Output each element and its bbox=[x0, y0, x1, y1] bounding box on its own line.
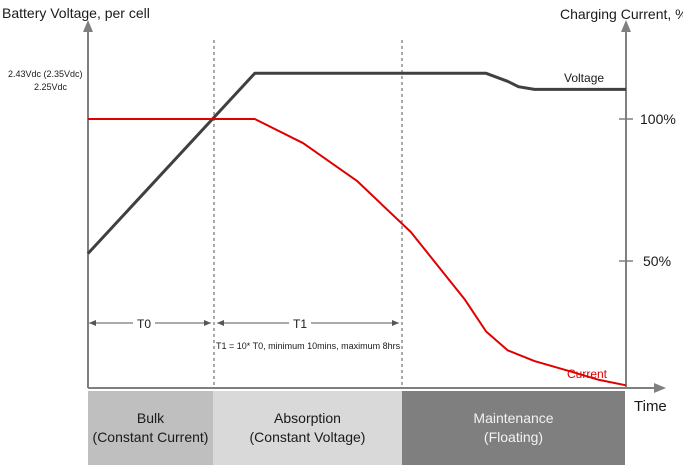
stage-absorption-subtitle: (Constant Voltage) bbox=[249, 429, 366, 445]
t0-label: T0 bbox=[137, 317, 151, 331]
x-axis-title: Time bbox=[634, 398, 667, 415]
stage-maintenance: Maintenance (Floating) bbox=[402, 391, 625, 465]
voltage-tick-label: 2.25Vdc bbox=[34, 82, 68, 92]
voltage-series-line bbox=[86, 71, 626, 255]
right-axis-title: Charging Current, % bbox=[560, 6, 683, 22]
t1-label: T1 bbox=[293, 317, 307, 331]
x-axis-arrow bbox=[654, 383, 666, 393]
voltage-series-label: Voltage bbox=[564, 71, 604, 85]
right-y-axis-arrow bbox=[621, 20, 631, 32]
left-axis-title: Battery Voltage, per cell bbox=[2, 5, 150, 21]
left-y-axis-arrow bbox=[83, 20, 93, 32]
stage-absorption-title: Absorption bbox=[274, 410, 341, 426]
current-series-label: Current bbox=[567, 367, 608, 381]
stage-maintenance-title: Maintenance bbox=[473, 410, 554, 426]
t1-annotation: T1 = 10* T0, minimum 10mins, maximum 8hr… bbox=[216, 341, 401, 351]
current-series-line bbox=[88, 118, 627, 387]
current-tick-label: 50% bbox=[643, 253, 671, 269]
stage-absorption: Absorption (Constant Voltage) bbox=[213, 391, 402, 465]
stage-bulk: Bulk (Constant Current) bbox=[88, 391, 213, 465]
voltage-tick-label: 2.43Vdc (2.35Vdc) bbox=[8, 69, 83, 79]
stage-maintenance-subtitle: (Floating) bbox=[483, 429, 544, 445]
current-tick-label: 100% bbox=[640, 111, 676, 127]
stage-bulk-subtitle: (Constant Current) bbox=[92, 429, 209, 445]
stage-bulk-title: Bulk bbox=[136, 410, 165, 426]
